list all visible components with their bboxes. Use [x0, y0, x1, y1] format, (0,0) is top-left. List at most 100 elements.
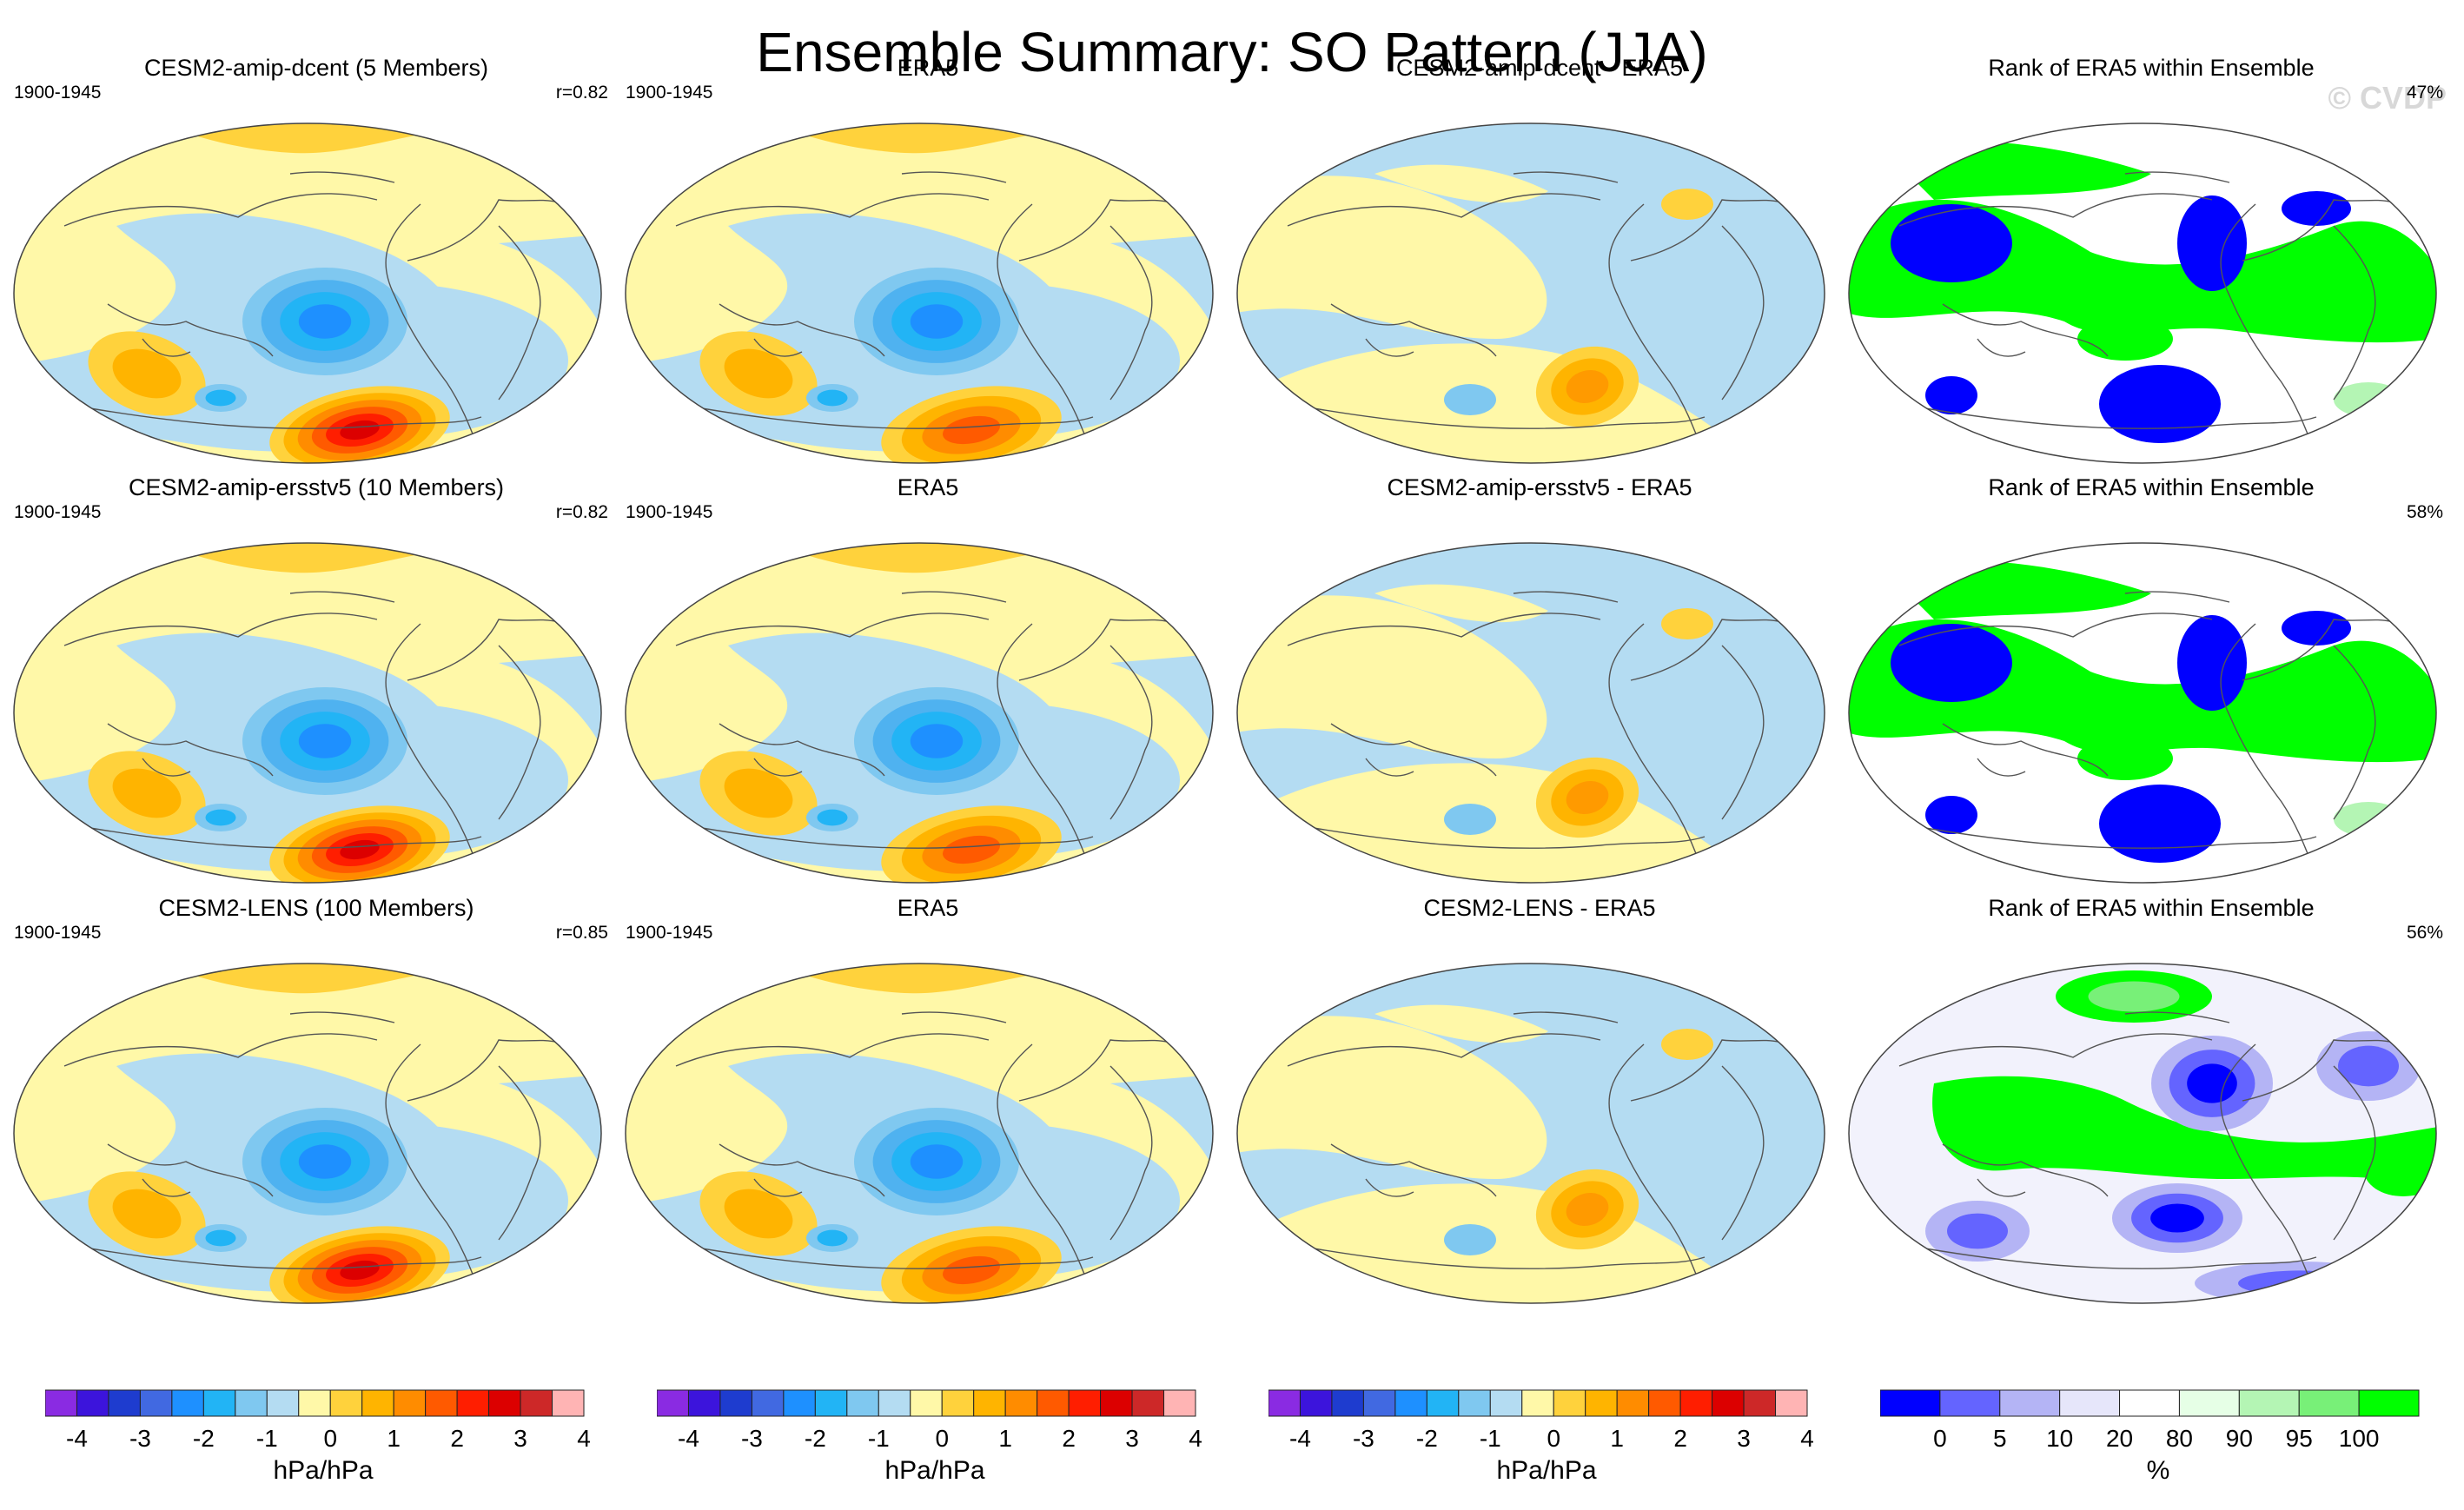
- coastline: [1109, 225, 1153, 401]
- colorbar-swatch: [1394, 1389, 1427, 1417]
- colorbar-swatch: [552, 1389, 585, 1417]
- coastline: [107, 1143, 274, 1197]
- pressure-colorbar: -4 -3 -2 -1 0 1 2 3 4 hPa/hPa: [657, 1388, 1213, 1510]
- colorbar-tick-label: 2: [1062, 1425, 1076, 1452]
- positive-core: [340, 839, 380, 860]
- low-rank-region: [2150, 1203, 2204, 1233]
- positive-anomaly: [112, 768, 182, 818]
- colorbar-swatch: [2358, 1389, 2420, 1417]
- colorbar-swatch: [171, 1389, 204, 1417]
- pressure-colorbar: -4 -3 -2 -1 0 1 2 3 4 hPa/hPa: [45, 1388, 601, 1510]
- stat-label: 47%: [2406, 83, 2443, 103]
- coastline: [1330, 1143, 1497, 1197]
- positive-core: [340, 1260, 380, 1281]
- colorbar-swatch: [425, 1389, 458, 1417]
- coastline: [1977, 758, 2026, 777]
- negative-core: [817, 389, 848, 407]
- coastline: [63, 193, 378, 227]
- colorbar-tick-label: -2: [804, 1425, 826, 1452]
- colorbar-swatch: [751, 1389, 785, 1417]
- map-panel-diff: CESM2-amip-ersstv5 - ERA5: [1235, 473, 1844, 884]
- stat-label: 58%: [2406, 502, 2443, 522]
- low-rank-region: [2177, 615, 2247, 711]
- colorbar-swatch: [1163, 1389, 1196, 1417]
- colorbar-tick-label: -1: [1479, 1425, 1501, 1452]
- negative-core: [910, 724, 964, 758]
- coastline: [997, 1043, 1094, 1297]
- globe-outline: [13, 963, 602, 1304]
- coastline: [107, 723, 274, 777]
- colorbar-tick-label: 0: [1933, 1425, 1947, 1452]
- positive-core: [942, 415, 1001, 445]
- colorbar-tick-label: -4: [66, 1425, 88, 1452]
- panel-title: Rank of ERA5 within Ensemble: [1988, 474, 2315, 500]
- colorbar-tick-label: 0: [1547, 1425, 1561, 1452]
- globe-outline: [1848, 123, 2437, 464]
- map-panel-obs: ERA5 1900-1945: [624, 473, 1232, 884]
- positive-anomaly: [1374, 584, 1548, 623]
- coastline: [1898, 613, 2213, 646]
- colorbar-unit-label: hPa/hPa: [1496, 1456, 1597, 1485]
- colorbar-tick-label: -4: [1289, 1425, 1311, 1452]
- positive-core: [340, 420, 380, 440]
- coastline: [1109, 1065, 1153, 1241]
- coastline: [63, 613, 378, 646]
- period-label: 1900-1945: [626, 83, 713, 103]
- positive-core: [1661, 189, 1713, 220]
- panel-title: CESM2-amip-dcent (5 Members): [143, 55, 489, 81]
- coastline: [901, 171, 1007, 183]
- colorbar-swatch: [814, 1389, 848, 1417]
- globe-outline: [13, 123, 602, 464]
- coastline: [1608, 623, 1706, 877]
- coastline: [1287, 1033, 1601, 1067]
- coastline: [1721, 1065, 1765, 1241]
- coastline: [753, 1178, 803, 1197]
- colorbar-tick-label: 90: [2225, 1425, 2253, 1452]
- coastline: [701, 827, 1094, 849]
- coastline: [2124, 1011, 2230, 1023]
- coastline: [1313, 407, 1706, 429]
- colorbar-swatch: [687, 1389, 721, 1417]
- panel-title: CESM2-amip-ersstv5 (10 Members): [128, 474, 505, 500]
- colorbar-swatch: [1679, 1389, 1713, 1417]
- coastline: [2333, 225, 2376, 401]
- map-rank: [1848, 963, 2437, 1304]
- colorbar-swatch: [2119, 1389, 2180, 1417]
- negative-anomaly: [1110, 654, 1213, 750]
- colorbar-swatch: [456, 1389, 490, 1417]
- coastline: [107, 303, 274, 357]
- coastline: [701, 407, 1094, 429]
- coastline: [1365, 1178, 1414, 1197]
- coastline: [719, 723, 885, 777]
- colorbar-swatch: [45, 1389, 77, 1417]
- positive-anomaly: [724, 768, 793, 818]
- colorbar-swatch: [1004, 1389, 1038, 1417]
- colorbar-swatch: [1712, 1389, 1745, 1417]
- coastline: [289, 1011, 395, 1023]
- negative-anomaly: [499, 654, 601, 750]
- coastline: [289, 171, 395, 183]
- colorbar-swatch: [520, 1389, 553, 1417]
- colorbar-swatch: [973, 1389, 1006, 1417]
- coastline: [1942, 1143, 2109, 1197]
- coastline: [1898, 1033, 2213, 1067]
- colorbar-tick-label: 0: [323, 1425, 338, 1452]
- negative-core: [205, 809, 236, 826]
- low-rank-region: [2195, 1262, 2403, 1303]
- map-panel-obs: ERA5 1900-1945: [624, 893, 1232, 1304]
- colorbar-swatch: [783, 1389, 816, 1417]
- coastline: [901, 591, 1007, 603]
- coastline: [63, 1033, 378, 1067]
- negative-core: [298, 304, 352, 339]
- colorbar-swatch: [719, 1389, 752, 1417]
- negative-core: [298, 1144, 352, 1179]
- colorbar-tick-label: -3: [740, 1425, 763, 1452]
- negative-anomaly: [499, 235, 601, 330]
- coastline: [1330, 303, 1497, 357]
- colorbar-swatch: [941, 1389, 975, 1417]
- coastline: [1608, 203, 1706, 457]
- coastline: [2333, 1065, 2376, 1241]
- colorbar-swatch: [846, 1389, 879, 1417]
- coastline: [1608, 1043, 1706, 1297]
- period-label: 1900-1945: [626, 502, 713, 522]
